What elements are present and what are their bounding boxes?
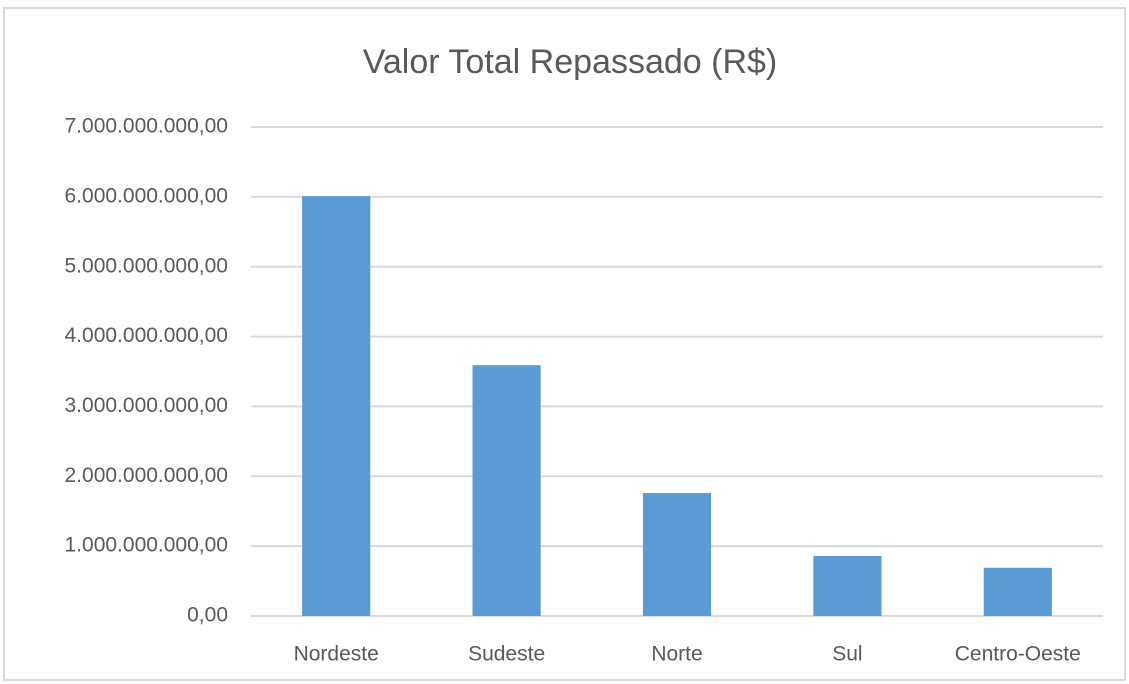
- x-tick-label: Nordeste: [294, 643, 379, 666]
- x-tick-label: Sul: [832, 643, 862, 666]
- x-tick-label: Norte: [651, 643, 702, 666]
- bar: [983, 567, 1052, 616]
- y-tick-label: 7.000.000.000,00: [65, 115, 229, 138]
- chart-title: Valor Total Repassado (R$): [363, 43, 778, 81]
- y-tick-label: 1.000.000.000,00: [65, 534, 229, 557]
- chart-border: [3, 7, 1126, 681]
- y-tick-label: 6.000.000.000,00: [65, 184, 229, 207]
- y-tick-label: 4.000.000.000,00: [65, 324, 229, 347]
- y-tick-label: 5.000.000.000,00: [65, 254, 229, 277]
- bar: [813, 555, 882, 616]
- y-tick-label: 2.000.000.000,00: [65, 464, 229, 487]
- bar: [472, 365, 541, 616]
- bar: [302, 196, 371, 616]
- bar: [642, 493, 712, 616]
- x-tick-label: Sudeste: [468, 643, 545, 666]
- x-tick-label: Centro-Oeste: [955, 643, 1081, 666]
- y-tick-label: 3.000.000.000,00: [65, 394, 229, 417]
- y-tick-label: 0,00: [187, 604, 228, 627]
